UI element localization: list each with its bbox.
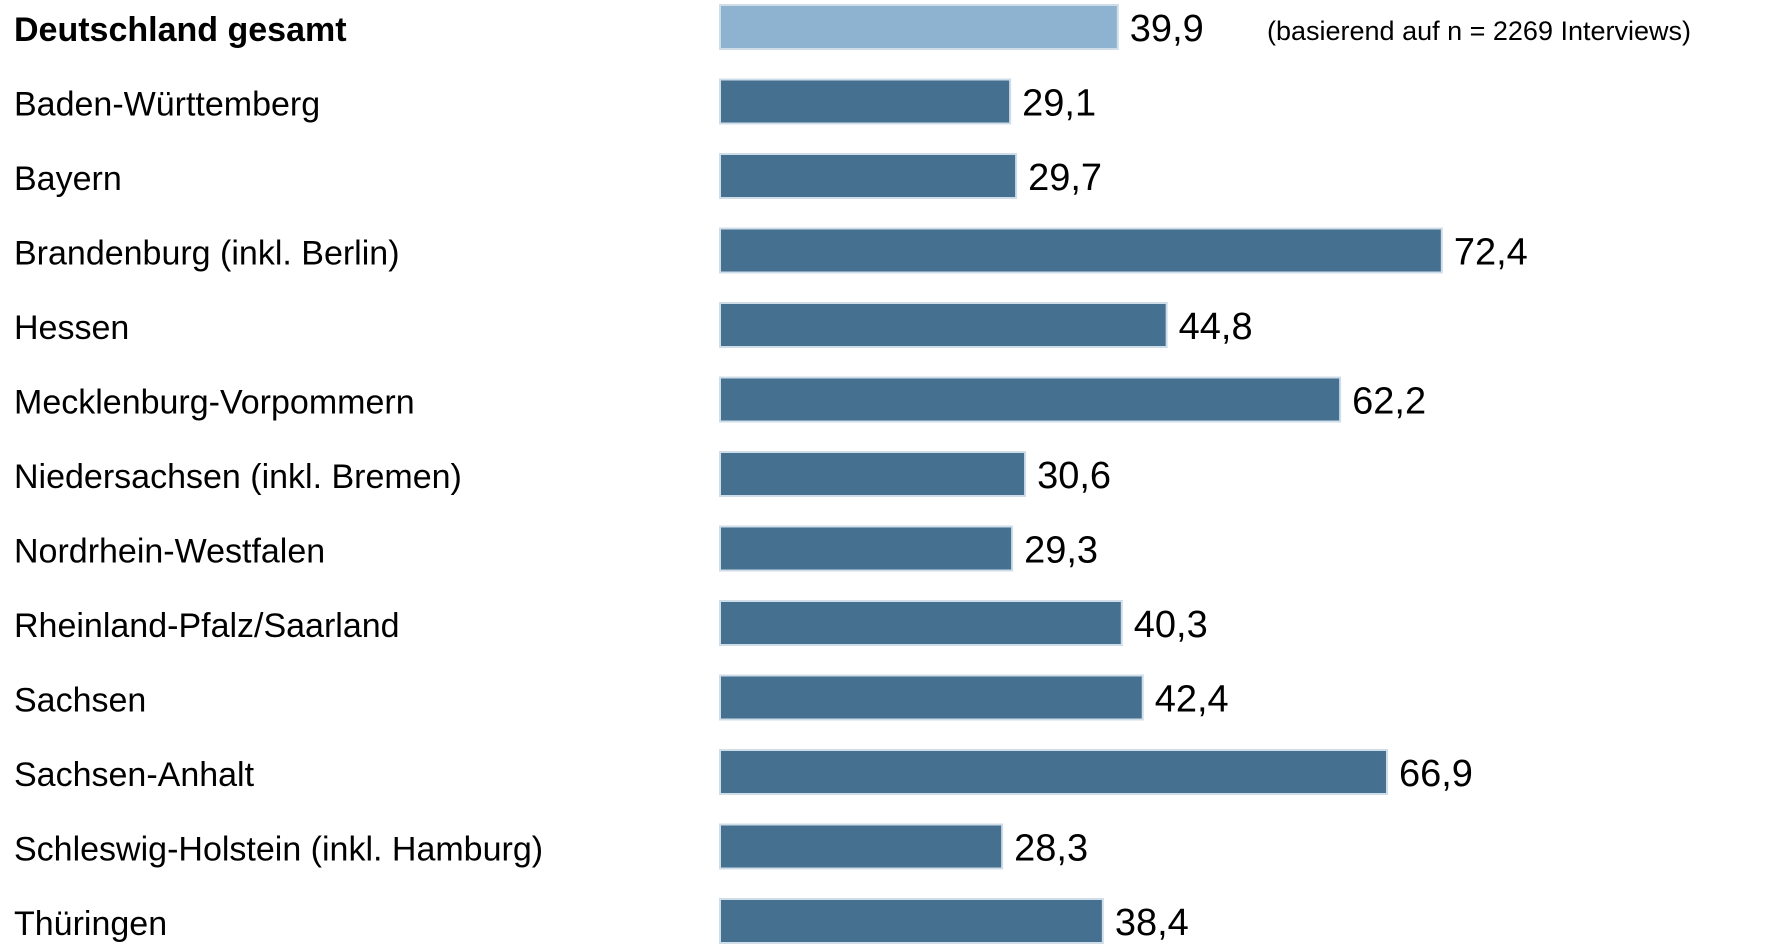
category-label: Sachsen-Anhalt [14, 756, 255, 794]
value-label: 38,4 [1115, 902, 1189, 944]
bar [719, 153, 1018, 199]
sample-size-note: (basierend auf n = 2269 Interviews) [1267, 16, 1691, 46]
bar [719, 600, 1123, 646]
bars [719, 4, 1443, 944]
value-label: 39,9 [1130, 8, 1204, 50]
category-label: Rheinland-Pfalz/Saarland [14, 607, 400, 645]
value-label: 40,3 [1134, 604, 1208, 646]
bar [719, 227, 1443, 274]
category-label: Hessen [14, 309, 129, 347]
value-label: 29,1 [1022, 83, 1096, 125]
category-label: Bayern [14, 160, 122, 198]
category-label: Schleswig-Holstein (inkl. Hamburg) [14, 831, 543, 869]
value-label: 66,9 [1399, 753, 1473, 795]
bar [719, 78, 1012, 125]
value-label: 62,2 [1352, 381, 1426, 423]
bar [719, 525, 1014, 572]
category-label: Sachsen [14, 682, 146, 720]
bar [719, 376, 1342, 423]
category-label: Niedersachsen (inkl. Bremen) [14, 458, 462, 496]
category-label: Thüringen [14, 905, 167, 943]
category-label: Baden-Württemberg [14, 86, 320, 124]
category-labels: Deutschland gesamt Baden-Württemberg Bayer… [14, 11, 543, 943]
bar [719, 749, 1388, 795]
bar [719, 674, 1144, 721]
category-label: Mecklenburg-Vorpommern [14, 384, 415, 422]
value-label: 72,4 [1454, 232, 1528, 274]
value-label: 42,4 [1155, 679, 1229, 721]
value-label: 30,6 [1037, 455, 1111, 497]
value-label: 44,8 [1179, 306, 1253, 348]
value-label: 29,7 [1028, 157, 1102, 199]
value-label: 28,3 [1014, 828, 1088, 870]
bar [719, 898, 1104, 944]
bar [719, 451, 1027, 497]
value-label: 29,3 [1024, 530, 1098, 572]
category-label: Brandenburg (inkl. Berlin) [14, 235, 400, 273]
highlight-bar [719, 4, 1119, 50]
value-labels: 39,9 29,1 29,7 72,4 44,8 62,2 30,6 29,3 40,3 42,4… [1014, 8, 1528, 944]
category-label: Deutschland gesamt [14, 11, 347, 49]
bar [719, 302, 1168, 348]
bar [719, 823, 1004, 870]
category-label: Nordrhein-Westfalen [14, 533, 325, 571]
